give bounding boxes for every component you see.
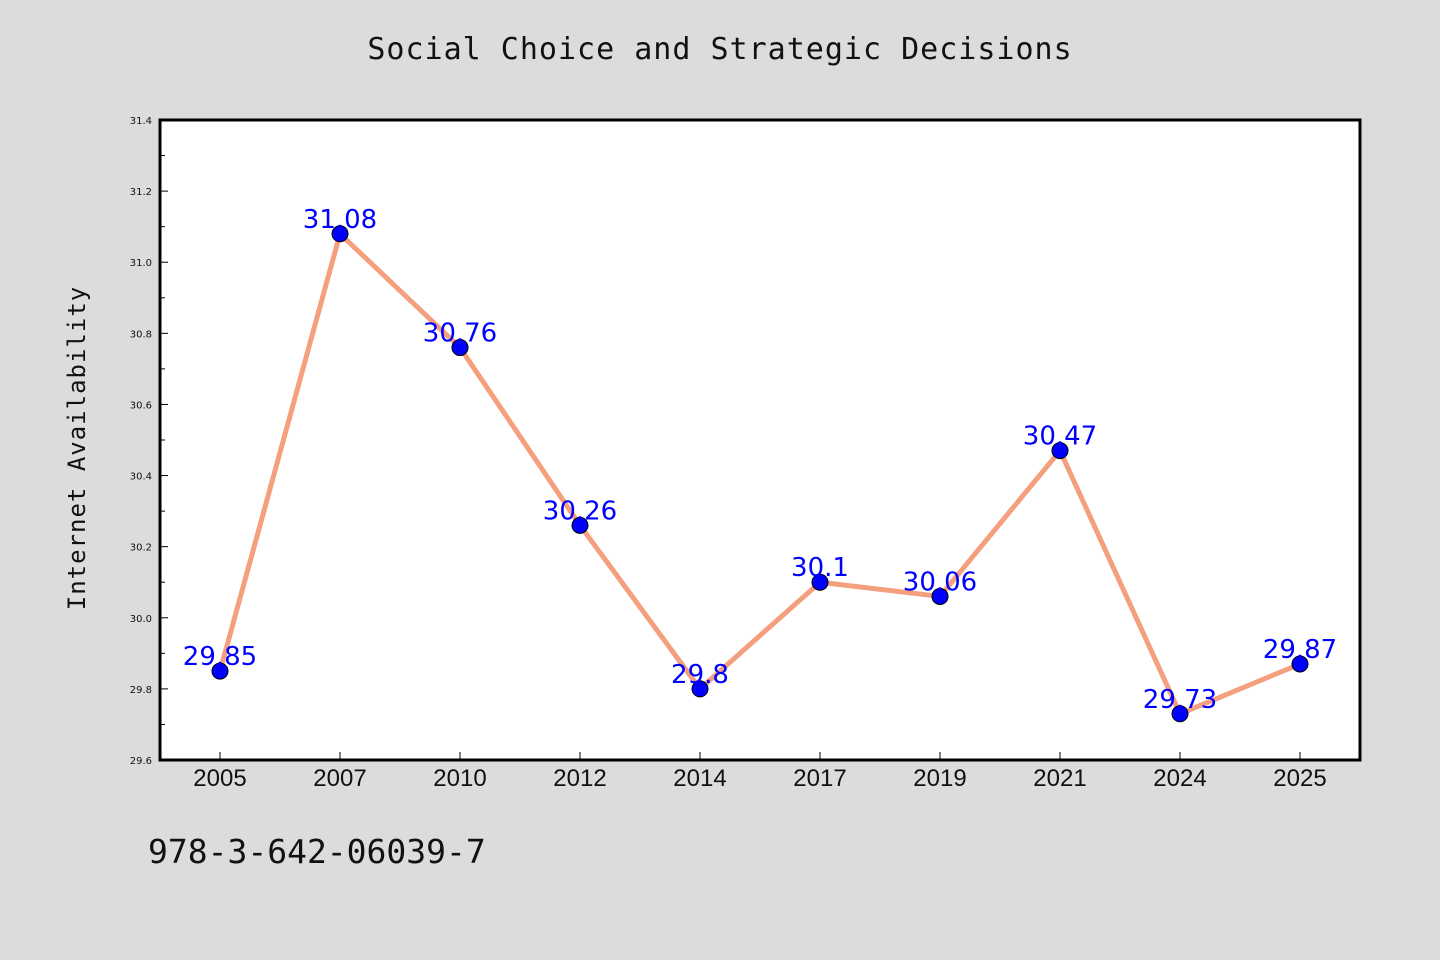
x-axis: 2005 2007 2010 2012 2014 2017 2019 2021 2024 2025 [193, 752, 1327, 792]
data-point [691, 680, 709, 698]
series-points-group [211, 225, 1309, 723]
y-tick-label: 29.8 [130, 685, 152, 696]
x-tick-label: 2024 [1153, 765, 1206, 792]
x-tick-label: 2019 [913, 765, 966, 792]
data-point [571, 516, 589, 534]
y-tick-label: 30.8 [130, 329, 152, 340]
data-point [451, 339, 469, 357]
x-tick-label: 2005 [193, 765, 246, 792]
y-tick-label: 30.6 [130, 400, 152, 411]
isbn-text: 978-3-642-06039-7 [148, 832, 486, 871]
data-point [1291, 655, 1309, 673]
y-tick-label: 31.0 [130, 258, 152, 269]
data-label: 29.87 [1263, 635, 1337, 665]
data-point [211, 662, 229, 680]
y-tick-label: 31.4 [130, 116, 152, 127]
data-label: 30.76 [423, 319, 497, 349]
data-point [1171, 705, 1189, 723]
data-labels-group: 29.85 31.08 30.76 30.26 29.8 30.1 30.06 30.47 29… [183, 205, 1337, 715]
y-axis: 29.6 29.8 30.0 30.2 30.4 30.6 30.8 31.0 31.2 31.4 [130, 116, 168, 767]
x-tick-label: 2025 [1273, 765, 1326, 792]
y-axis-label: Internet Availability [63, 286, 91, 610]
x-tick-label: 2017 [793, 765, 846, 792]
data-label: 29.8 [671, 660, 729, 690]
data-label: 31.08 [303, 205, 377, 235]
data-label: 29.73 [1143, 685, 1217, 715]
x-tick-label: 2014 [673, 765, 726, 792]
data-point [331, 225, 349, 243]
x-tick-label: 2007 [313, 765, 366, 792]
data-label: 29.85 [183, 642, 257, 672]
data-label: 30.26 [543, 496, 617, 526]
data-point [811, 573, 829, 591]
x-tick-label: 2010 [433, 765, 486, 792]
series-line [217, 231, 1301, 717]
y-tick-label: 30.4 [130, 472, 152, 483]
series-line-group [217, 231, 1301, 717]
data-point [1051, 442, 1069, 460]
data-label: 30.1 [791, 553, 849, 583]
y-tick-label: 30.0 [130, 614, 152, 625]
y-tick-label: 30.2 [130, 543, 152, 554]
x-tick-label: 2012 [553, 765, 606, 792]
plot-area [158, 118, 1362, 762]
chart-title: Social Choice and Strategic Decisions [367, 32, 1073, 67]
data-point [931, 587, 949, 605]
data-label: 30.06 [903, 567, 977, 597]
y-tick-label: 29.6 [130, 756, 152, 767]
data-label: 30.47 [1023, 422, 1097, 452]
y-tick-label: 31.2 [130, 187, 152, 198]
x-tick-label: 2021 [1033, 765, 1086, 792]
